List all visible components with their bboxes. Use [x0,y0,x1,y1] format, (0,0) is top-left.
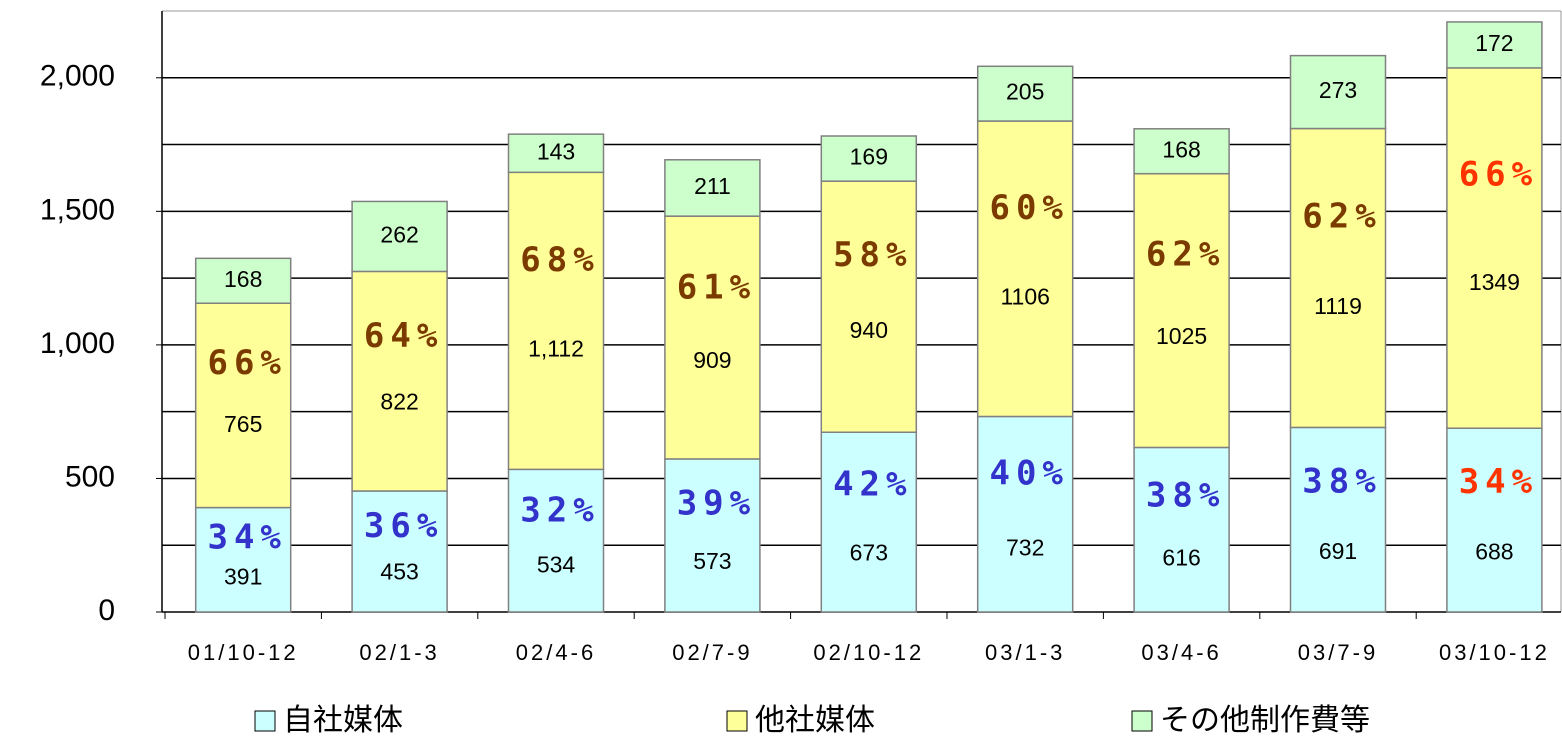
bar-segment [351,200,448,273]
bar-segment [194,506,292,613]
value-label: 573 [693,548,731,574]
bar-segment [1133,446,1230,613]
share-label: 62% [1302,197,1381,237]
value-label: 822 [380,388,418,414]
value-label: 940 [850,317,888,343]
y-tick-label: 2,000 [40,60,115,93]
bar-segment [1289,426,1387,613]
value-label: 765 [224,411,262,437]
bar-segment [507,171,605,471]
share-label: 61% [677,267,756,307]
bar-segment [1446,67,1543,429]
bar-segment [664,458,761,613]
share-label: 42% [833,465,912,505]
value-label: 1349 [1469,269,1520,295]
value-label: 168 [224,266,262,292]
x-tick-label: 02/4-6 [516,640,596,665]
bar-segment [820,431,918,613]
value-label: 169 [850,144,888,170]
bar-segment [1289,127,1387,429]
value-label: 673 [850,540,888,566]
x-tick-label: 01/10-12 [188,640,299,665]
value-label: 168 [1162,136,1200,162]
share-label: 34% [207,517,286,557]
value-label: 534 [537,551,576,577]
y-tick-label: 0 [98,594,115,627]
bar-segment [820,180,918,433]
bar-segment [1446,21,1543,69]
share-label: 66% [1459,154,1538,194]
value-label: 172 [1475,30,1513,56]
value-label: 1,112 [528,336,584,362]
share-label: 68% [520,240,599,280]
x-tick-label: 03/7-9 [1298,640,1378,665]
legend-label: その他制作費等 [1160,704,1370,737]
y-tick-label: 500 [65,460,115,493]
share-label: 62% [1146,234,1225,274]
bar-segment [1133,172,1230,449]
share-label: 38% [1302,461,1381,501]
x-tick-label: 02/7-9 [672,640,752,665]
value-label: 732 [1006,535,1044,561]
x-tick-label: 02/10-12 [813,640,924,665]
value-label: 1106 [1000,283,1049,309]
x-tick-label: 03/4-6 [1141,640,1221,665]
value-label: 211 [694,173,731,199]
legend-swatch [1131,710,1153,732]
bar-segment [507,133,605,174]
x-tick-label: 02/1-3 [359,640,439,665]
value-label: 1025 [1156,323,1207,349]
share-label: 66% [207,343,286,383]
x-tick-label: 03/10-12 [1439,640,1550,665]
value-label: 691 [1319,538,1357,564]
share-label: 36% [364,506,443,546]
share-label: 32% [520,491,599,531]
x-tick-label: 03/1-3 [985,640,1065,665]
value-label: 616 [1162,544,1200,570]
bar-segment [976,415,1074,613]
bar-segment [664,215,761,460]
share-label: 40% [989,454,1068,494]
legend-label: 自社媒体 [283,704,403,737]
share-label: 58% [833,235,912,275]
bar-segment [1446,427,1543,613]
value-label: 205 [1006,79,1044,105]
legend-swatch [254,710,276,732]
value-label: 262 [380,222,418,248]
value-label: 391 [224,564,262,590]
share-label: 38% [1146,475,1225,515]
legend-label: 他社媒体 [755,704,875,737]
legend-swatch [726,710,748,732]
value-label: 453 [380,558,418,584]
bar-segment [194,257,292,304]
bar-segment [664,159,761,217]
bar-segment [1133,128,1230,175]
share-label: 60% [989,188,1068,228]
bar-segment [507,468,605,613]
bar-segment [194,302,292,509]
share-label: 34% [1459,462,1538,502]
bar-segment [820,135,918,182]
y-tick-label: 1,000 [40,327,115,360]
bar-segment [976,65,1074,122]
value-label: 688 [1475,538,1513,564]
value-label: 143 [537,138,575,164]
value-label: 273 [1319,77,1357,103]
bar-segment [1289,54,1387,130]
bar-segment [976,120,1074,418]
share-label: 39% [677,483,756,523]
share-label: 64% [364,316,443,356]
value-label: 1119 [1314,293,1362,319]
value-label: 909 [693,347,731,373]
bar-segment [351,270,448,492]
y-tick-label: 1,500 [40,193,115,226]
bar-segment [351,490,448,613]
